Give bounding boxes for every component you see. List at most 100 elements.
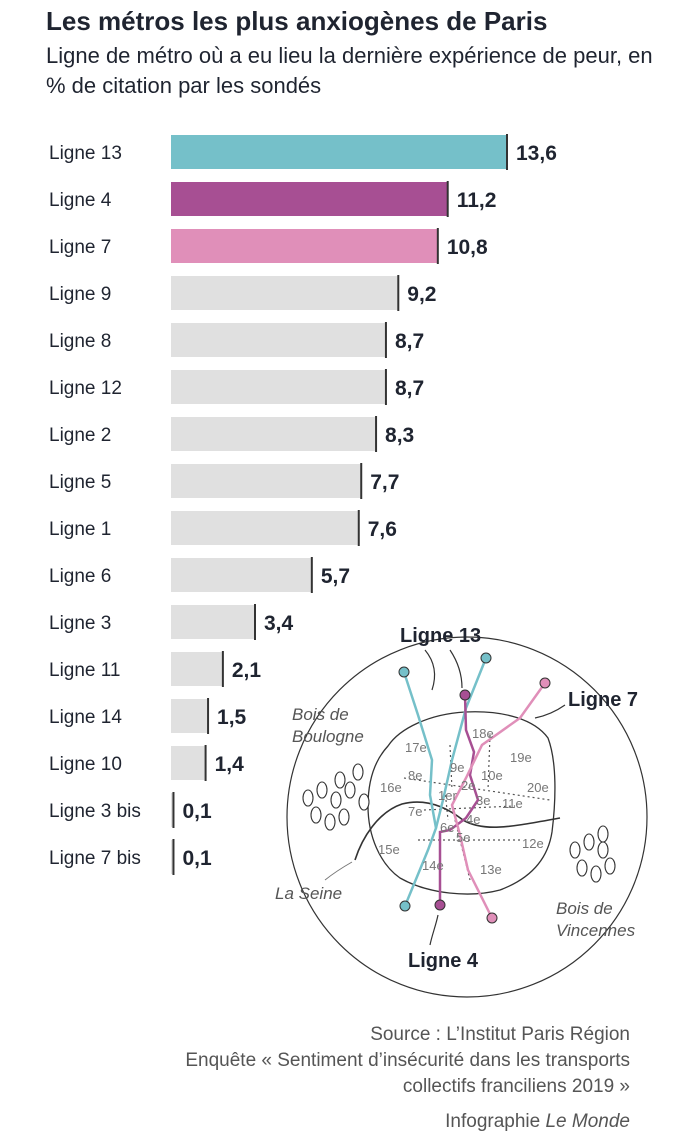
value-label: 7,7 xyxy=(370,471,399,494)
place-bois-boulogne-1: Bois de xyxy=(292,705,349,724)
ligne13-label-arrow-left xyxy=(424,649,436,691)
arr-2: 2e xyxy=(461,778,475,793)
source-line: Source : L’Institut Paris Région xyxy=(370,1024,630,1045)
value-label: 2,1 xyxy=(232,659,262,682)
arr-3: 3e xyxy=(476,793,490,808)
value-label: 13,6 xyxy=(516,142,557,165)
arr-15: 15e xyxy=(378,842,400,857)
ligne13-label-arrow-right xyxy=(449,649,463,689)
survey-line-1: Enquête « Sentiment d’insécurité dans le… xyxy=(185,1050,630,1071)
arr-17: 17e xyxy=(405,740,427,755)
arr-19: 19e xyxy=(510,750,532,765)
category-label: Ligne 12 xyxy=(49,378,122,399)
line-13-branch xyxy=(434,657,488,829)
category-label: Ligne 6 xyxy=(49,566,111,587)
value-label: 0,1 xyxy=(182,800,212,823)
arr-10: 10e xyxy=(481,768,503,783)
bar xyxy=(171,699,209,733)
bar xyxy=(171,417,377,451)
category-label: Ligne 7 xyxy=(49,237,111,258)
credit: Infographie Le Monde xyxy=(445,1111,630,1133)
arr-13: 13e xyxy=(480,862,502,877)
map-label-ligne-7: Ligne 7 xyxy=(568,689,638,711)
value-label: 7,6 xyxy=(368,518,397,541)
arr-18: 18e xyxy=(472,726,494,741)
category-label: Ligne 5 xyxy=(49,472,111,493)
value-label: 9,2 xyxy=(407,283,436,306)
value-label: 5,7 xyxy=(321,565,350,588)
value-label: 0,1 xyxy=(182,847,212,870)
paris-outline xyxy=(367,711,556,895)
arr-1: 1er xyxy=(438,788,457,803)
value-label: 3,4 xyxy=(264,612,294,635)
source-note: Source : L’Institut Paris Région Enquête… xyxy=(185,1022,630,1100)
chart-title: Les métros les plus anxiogènes de Paris xyxy=(46,6,548,36)
value-label: 8,7 xyxy=(395,377,424,400)
arr-12: 12e xyxy=(522,836,544,851)
bar xyxy=(171,182,448,216)
map-label-ligne-13: Ligne 13 xyxy=(400,625,481,647)
metro-map: Ligne 13 Ligne 7 Ligne 4 Bois de Boulogn… xyxy=(275,625,648,998)
category-label: Ligne 8 xyxy=(49,331,111,352)
bar xyxy=(171,370,386,404)
credit-brand: Le Monde xyxy=(545,1111,630,1132)
bar xyxy=(171,323,386,357)
bar xyxy=(171,840,174,874)
arr-7: 7e xyxy=(408,804,422,819)
place-bois-boulogne-2: Boulogne xyxy=(292,727,364,746)
value-label: 11,2 xyxy=(457,189,497,212)
survey-line-2: collectifs franciliens 2019 » xyxy=(402,1076,630,1097)
bar xyxy=(171,558,312,592)
bar xyxy=(171,746,206,780)
bar xyxy=(171,652,223,686)
category-label: Ligne 11 xyxy=(49,660,121,681)
bois-boulogne-trees xyxy=(302,763,370,831)
bois-vincennes-trees xyxy=(569,825,616,883)
bar xyxy=(171,135,507,169)
chart-subtitle: Ligne de métro où a eu lieu la dernière … xyxy=(46,43,653,98)
bars-layer: Ligne 13 13,6 Ligne 4 11,2 Ligne 7 10,8 Ligne … xyxy=(49,134,557,875)
place-bois-vincennes-2: Vincennes xyxy=(556,921,636,940)
bar xyxy=(171,229,438,263)
category-label: Ligne 1 xyxy=(49,519,111,540)
arr-16: 16e xyxy=(380,780,402,795)
value-label: 1,5 xyxy=(217,706,247,729)
category-label: Ligne 10 xyxy=(49,754,122,775)
value-label: 10,8 xyxy=(447,236,488,259)
arr-20: 20e xyxy=(527,780,549,795)
credit-prefix: Infographie xyxy=(445,1111,546,1132)
category-label: Ligne 13 xyxy=(49,143,122,164)
place-la-seine: La Seine xyxy=(275,884,342,903)
arr-9: 9e xyxy=(450,760,464,775)
ligne4-label-arrow xyxy=(429,914,439,946)
bar xyxy=(171,464,362,498)
place-bois-vincennes-1: Bois de xyxy=(556,899,613,918)
category-label: Ligne 3 xyxy=(49,613,111,634)
arr-14: 14e xyxy=(422,858,444,873)
bar xyxy=(171,511,359,545)
category-label: Ligne 14 xyxy=(49,707,122,728)
line-terminals xyxy=(398,652,551,924)
line-13-path xyxy=(402,671,438,907)
value-label: 1,4 xyxy=(215,753,245,776)
arr-5: 5e xyxy=(456,830,470,845)
arr-8: 8e xyxy=(408,768,422,783)
seine-arrow xyxy=(324,861,353,881)
bar xyxy=(171,793,174,827)
value-label: 8,3 xyxy=(385,424,414,447)
category-label: Ligne 3 bis xyxy=(49,801,141,822)
arr-11: 11e xyxy=(502,796,523,811)
category-label: Ligne 4 xyxy=(49,190,112,211)
ligne7-label-arrow xyxy=(534,704,566,719)
line-4-path xyxy=(438,694,480,905)
arr-6: 6e xyxy=(440,820,454,835)
category-label: Ligne 9 xyxy=(49,284,111,305)
value-label: 8,7 xyxy=(395,330,424,353)
category-label: Ligne 2 xyxy=(49,425,111,446)
arr-4: 4e xyxy=(466,812,480,827)
category-label: Ligne 7 bis xyxy=(49,848,141,869)
bar xyxy=(171,605,255,639)
bar xyxy=(171,276,399,310)
line-7-path xyxy=(450,682,547,919)
